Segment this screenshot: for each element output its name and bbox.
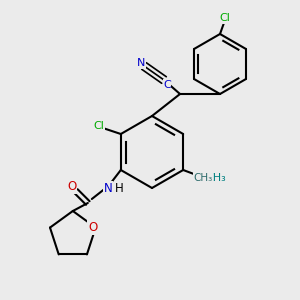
- Text: Cl: Cl: [220, 13, 230, 23]
- Text: CH₃: CH₃: [194, 173, 213, 183]
- Text: H: H: [114, 182, 123, 194]
- Text: N: N: [103, 182, 112, 194]
- Text: Cl: Cl: [93, 121, 104, 131]
- Text: O: O: [88, 221, 97, 234]
- Text: O: O: [67, 181, 76, 194]
- Text: C: C: [163, 80, 171, 90]
- Text: N: N: [137, 58, 145, 68]
- Text: CH₃: CH₃: [205, 173, 226, 183]
